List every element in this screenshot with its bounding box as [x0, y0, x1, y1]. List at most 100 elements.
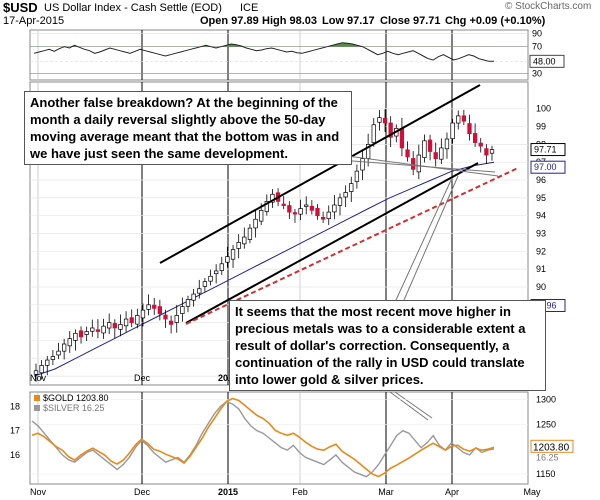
candle-body [309, 205, 315, 211]
candle-body [405, 149, 410, 158]
candle-body [377, 117, 382, 123]
candle-body [50, 356, 56, 360]
candle-body [33, 370, 39, 375]
candle-body [371, 124, 376, 143]
price-value-label: 97.71 [534, 145, 557, 155]
candle-body [140, 309, 146, 319]
candle-body [202, 281, 208, 287]
callout-pointer [394, 391, 433, 419]
gold-line [31, 397, 495, 478]
gold-value-label: 1203.80 [533, 442, 570, 453]
candle-body [320, 217, 326, 220]
ohlc-high: High 98.03 [262, 15, 318, 27]
candle-body [208, 275, 213, 282]
price-value-box [530, 143, 566, 157]
candle-body [433, 152, 438, 159]
candle-body [472, 133, 478, 143]
price-tick-label: 99 [536, 122, 546, 132]
candle-body [219, 263, 224, 271]
candle-body [354, 170, 360, 182]
candle-body [73, 332, 78, 341]
upper-channel-line [159, 84, 481, 264]
ohlc-open: Open 97.89 [200, 15, 259, 27]
panel-frame [29, 391, 529, 485]
candle-body [129, 317, 134, 323]
candle-body [467, 123, 472, 135]
candle-body [388, 122, 393, 138]
callout-pointer [339, 154, 499, 177]
metals-x-label: Mar [378, 487, 394, 497]
candle-body [225, 256, 230, 263]
chart-exchange: ICE [240, 2, 259, 14]
silver-tick-label: 16 [10, 450, 20, 460]
candle-body [84, 331, 89, 335]
callout-pointer [403, 175, 459, 301]
candle-body [337, 197, 343, 206]
metals-x-label: Dec [134, 487, 151, 497]
price-tick-label: 92 [536, 246, 546, 256]
candle-body [456, 115, 461, 124]
gold-legend-swatch [34, 395, 40, 401]
gold-tick-label: 1150 [536, 469, 555, 479]
candle-body [247, 227, 253, 240]
silver-legend-label: $SILVER 16.25 [43, 403, 104, 413]
candle-body [326, 211, 331, 220]
candle-body [399, 128, 405, 149]
candle-body [450, 122, 455, 140]
candle-body [236, 242, 241, 249]
candle-body [123, 318, 129, 327]
chart-symbol: $USD [3, 0, 38, 15]
rsi-value-box [529, 54, 565, 68]
price-x-label: 2015 [218, 373, 238, 383]
candle-body [382, 117, 388, 124]
price-tick-label: 96 [536, 175, 546, 185]
silver-legend-swatch [34, 405, 40, 411]
rsi-tick-label: 30 [532, 68, 542, 78]
gold-value-box [530, 439, 574, 453]
candle-body [360, 158, 365, 171]
chart-date: 17-Apr-2015 [3, 15, 65, 27]
candle-body [230, 249, 236, 260]
price-tick-label: 90 [536, 282, 546, 292]
rsi-tick-label: 70 [532, 42, 542, 52]
candle-body [168, 320, 174, 325]
price-tick-label: 91 [536, 264, 546, 274]
candle-body [489, 149, 495, 154]
metals-x-label: Nov [30, 487, 47, 497]
candle-body [67, 338, 72, 347]
candle-body [107, 322, 112, 329]
candle-body [242, 236, 247, 245]
candle-body [281, 203, 286, 206]
candle-body [264, 201, 269, 212]
ohlc-low: Low 97.17 [322, 15, 375, 27]
price-tick-label: 95 [536, 193, 546, 203]
price-value-box [530, 160, 566, 174]
candle-body [45, 359, 50, 366]
candle-body [112, 323, 117, 329]
candle-body [101, 325, 106, 334]
candle-body [411, 158, 416, 170]
candle-body [174, 315, 179, 323]
candle-body [292, 212, 298, 215]
silver-tick-label: 18 [10, 402, 20, 412]
rsi-tick-label: 90 [532, 28, 542, 38]
silver-line [31, 400, 495, 478]
rsi-line [33, 42, 494, 62]
candle-body [478, 142, 483, 147]
metals-x-label: Apr [445, 487, 459, 497]
candle-body [270, 193, 275, 203]
candle-body [95, 329, 101, 332]
candle-body [185, 299, 191, 307]
candle-body [146, 304, 151, 310]
candle-body [444, 138, 450, 150]
metals-x-label: 2015 [218, 487, 238, 497]
candle-body [180, 306, 185, 314]
callout-pointer [395, 177, 453, 301]
gold-legend-label: $GOLD 1203.80 [43, 393, 109, 403]
silver-tick-label: 17 [10, 426, 20, 436]
candle-body [439, 147, 444, 160]
candle-body [152, 304, 157, 309]
panel-frame [29, 29, 529, 81]
gold-tick-label: 1250 [536, 419, 556, 429]
